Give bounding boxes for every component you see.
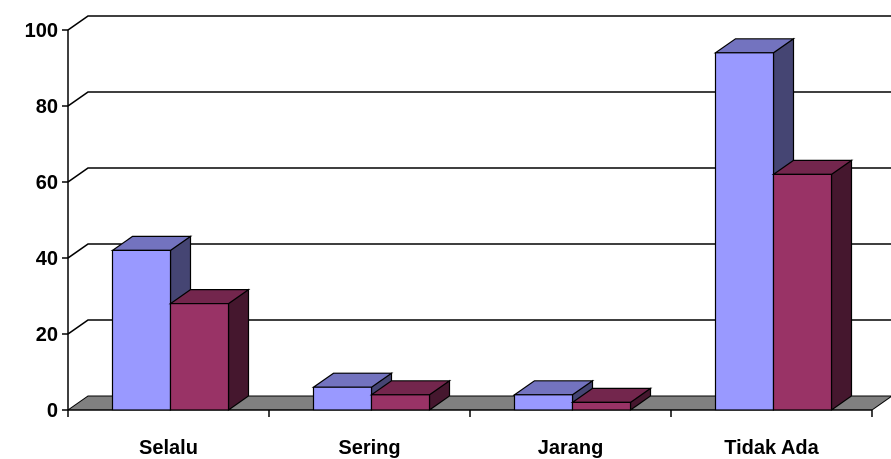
gridline (67, 167, 891, 183)
bar-front-face (370, 394, 431, 411)
bar-front-face (571, 401, 632, 411)
gridline (67, 319, 891, 335)
x-category-label: Selalu (139, 437, 198, 459)
y-tick-label: 20 (36, 324, 58, 346)
bars (110, 37, 854, 412)
bar (369, 379, 452, 412)
gridline (67, 91, 891, 107)
y-tick-label: 60 (36, 172, 58, 194)
y-tick-label: 100 (25, 20, 58, 42)
bar-front-face (513, 394, 574, 411)
x-category-label: Sering (338, 437, 400, 459)
y-tick-label: 40 (36, 248, 58, 270)
bar-front-face (169, 303, 230, 411)
y-tick-label: 80 (36, 96, 58, 118)
bar-side-face (830, 159, 853, 412)
bar (168, 288, 251, 412)
gridlines (67, 15, 891, 335)
y-tick-labels: 0 20 40 60 80 100 (25, 20, 58, 422)
gridline (67, 15, 891, 31)
x-category-label: Jarang (538, 437, 604, 459)
x-category-labels: Selalu Sering Jarang Tidak Ada (139, 437, 820, 459)
bar-front-face (772, 173, 833, 411)
gridline (67, 243, 891, 259)
x-category-label: Tidak Ada (724, 437, 819, 459)
bar-side-face (227, 288, 250, 412)
bar (771, 159, 854, 412)
y-tick-label: 0 (47, 400, 58, 422)
bar (570, 387, 653, 412)
bar (713, 37, 796, 412)
bar-front-face (714, 52, 775, 411)
bar-front-face (312, 386, 373, 411)
bar-front-face (111, 249, 172, 411)
